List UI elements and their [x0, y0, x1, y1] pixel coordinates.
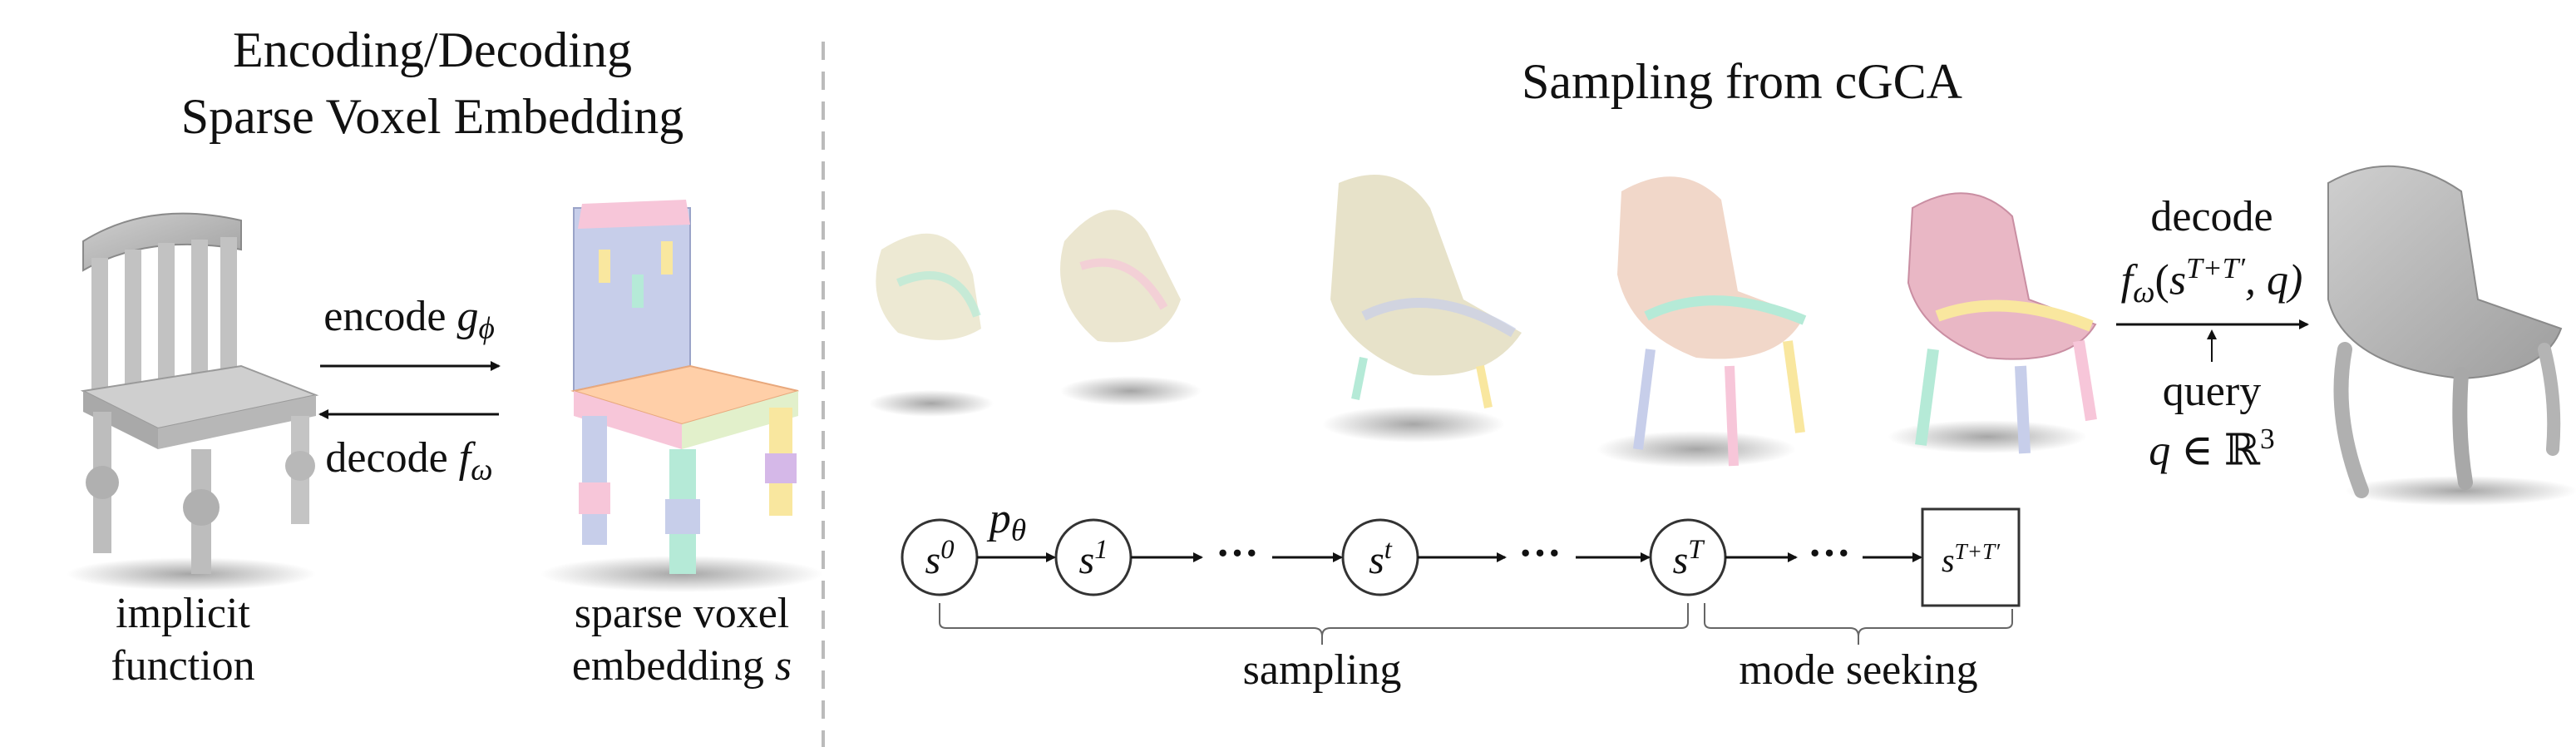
sampling-stage-4-image	[1596, 176, 1807, 467]
transition-sub: θ	[1010, 513, 1027, 548]
sparse-line1: sparse voxel	[574, 590, 790, 637]
state-square-final	[1921, 507, 2021, 607]
implicit-line1: implicit	[116, 590, 250, 637]
state-sT: sT	[1673, 537, 1704, 581]
state-final: sT+T′	[1941, 539, 2001, 579]
state-s0-base: s	[925, 537, 941, 582]
query-expression: q ∈ ℝ3	[2149, 422, 2275, 475]
state-s1: s1	[1079, 537, 1108, 581]
sampling-label: sampling	[1242, 646, 1402, 694]
transition-fn: p	[989, 495, 1011, 542]
sparse-voxel-chair-image	[540, 200, 823, 592]
state-s0-sup: 0	[940, 535, 955, 565]
state-st-base: s	[1369, 537, 1384, 582]
decode-fn-sub-left: ω	[471, 453, 493, 487]
implicit-chair-image	[67, 212, 319, 591]
dots-1: ···	[1215, 530, 1260, 577]
state-st-sup: t	[1384, 535, 1392, 565]
mode-seeking-label: mode seeking	[1739, 646, 1978, 694]
encode-label: encode gϕ	[323, 295, 495, 344]
state-s1-base: s	[1078, 537, 1095, 582]
query-label: query	[2162, 368, 2262, 415]
sampling-stage-5-image	[1888, 192, 2097, 454]
transition-label: pθ	[989, 497, 1026, 547]
implicit-line2: function	[111, 642, 255, 690]
sampling-stage-3-image	[1322, 175, 1522, 443]
decode-text-left: decode	[325, 434, 448, 482]
sampling-stage-1-image	[869, 233, 994, 417]
dots-3: ···	[1807, 530, 1852, 577]
decode-expr-fn: f	[2120, 256, 2134, 304]
mode-seeking-brace	[1704, 603, 2013, 645]
decoded-chair-image	[2327, 165, 2576, 506]
state-final-sup: T+T′	[1954, 539, 2001, 564]
sparse-var: s	[774, 642, 792, 690]
left-title-line2: Sparse Voxel Embedding	[180, 89, 684, 144]
decode-expr-rest: , q)	[2245, 256, 2303, 304]
encode-text: encode	[323, 293, 447, 340]
state-sT-sup: T	[1688, 535, 1704, 565]
decode-expr-s: s	[2169, 256, 2187, 304]
query-expr-q: q	[2149, 427, 2171, 475]
decode-fn-left: f	[458, 434, 471, 482]
sampling-brace	[939, 603, 1689, 645]
decode-expression: fω(sT+T′, q)	[2120, 251, 2303, 309]
dots-2: ···	[1517, 530, 1562, 577]
query-expr-in: ∈ ℝ	[2170, 427, 2261, 475]
query-expr-sup: 3	[2260, 422, 2275, 455]
decode-expr-open: (	[2154, 256, 2169, 304]
right-title: Sampling from cGCA	[1522, 54, 1962, 109]
state-final-base: s	[1941, 541, 1955, 579]
left-title-line1: Encoding/Decoding	[233, 22, 632, 77]
encode-fn: g	[456, 293, 479, 340]
state-sT-base: s	[1672, 537, 1689, 582]
decode-expr-sup: T+T′	[2186, 251, 2246, 284]
sparse-line2: embedding s	[572, 645, 792, 688]
decode-expr-sub: ω	[2133, 275, 2155, 309]
sparse-line2-text: embedding	[571, 642, 764, 690]
decode-label-right: decode	[2150, 193, 2273, 240]
sampling-stage-2-image	[1060, 210, 1202, 406]
state-st: st	[1369, 537, 1392, 581]
state-s0: s0	[925, 537, 955, 581]
encode-fn-sub: ϕ	[478, 311, 495, 346]
state-s1-sup: 1	[1094, 535, 1108, 565]
decode-label-left: decode fω	[325, 437, 492, 486]
